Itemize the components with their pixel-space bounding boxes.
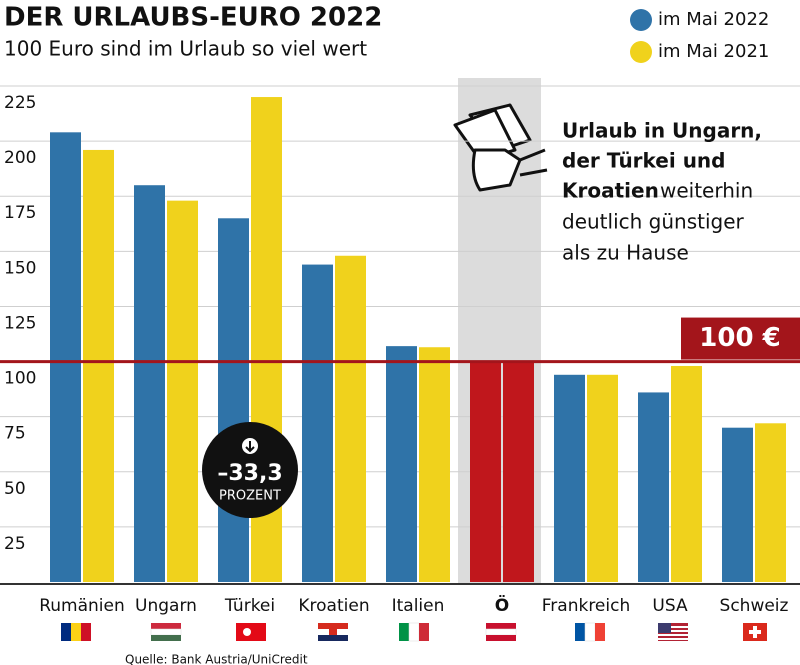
bar <box>83 149 114 583</box>
callout-text: deutlich günstiger <box>562 210 745 234</box>
badge-arrow <box>245 441 255 453</box>
legend-label: im Mai 2021 <box>658 41 769 62</box>
x-tick-label: Kroatien <box>298 596 369 616</box>
callout-text: Urlaub in Ungarn, <box>562 119 762 143</box>
callout-text: Kroatien <box>562 179 659 203</box>
bar <box>722 427 753 582</box>
badge-unit: PROZENT <box>219 489 281 504</box>
x-tick-label: USA <box>652 596 688 616</box>
y-tick-label: 50 <box>4 479 26 499</box>
y-tick-label: 25 <box>4 534 26 554</box>
y-tick-label: 125 <box>4 313 36 333</box>
callout-text: als zu Hause <box>562 241 689 265</box>
y-tick-label: 225 <box>4 93 36 113</box>
bar <box>638 392 669 582</box>
x-tick-label: Italien <box>392 596 445 616</box>
callout-text: weiterhin <box>660 179 753 203</box>
y-tick-label: 150 <box>4 258 36 278</box>
bar <box>419 347 450 582</box>
bar <box>554 374 585 582</box>
bar <box>755 423 786 582</box>
y-tick-label: 75 <box>4 424 26 444</box>
source: Quelle: Bank Austria/UniCredit <box>125 653 308 665</box>
callout-text: der Türkei und <box>562 149 726 173</box>
y-tick-label: 175 <box>4 203 36 223</box>
x-tick-label: Türkei <box>224 596 275 616</box>
bar <box>167 200 198 582</box>
reference-label: 100 € <box>699 323 780 353</box>
bar <box>386 346 417 582</box>
x-tick-label: Frankreich <box>542 596 631 616</box>
x-tick-label: Ungarn <box>135 596 197 616</box>
chart-title: DER URLAUBS-EURO 2022 <box>4 3 382 33</box>
bar <box>218 218 249 583</box>
chart-subtitle: 100 Euro sind im Urlaub so viel wert <box>4 37 367 61</box>
bar <box>50 132 81 582</box>
reference-label-box <box>681 317 800 360</box>
x-tick-label: Schweiz <box>720 596 789 616</box>
bar <box>503 361 534 582</box>
legend-swatch <box>630 9 652 31</box>
x-tick-label: Ö <box>495 594 509 616</box>
bar <box>134 185 165 582</box>
money-icon <box>453 103 548 192</box>
bar <box>470 361 501 582</box>
legend-swatch <box>630 41 652 63</box>
badge-circle <box>202 422 298 518</box>
flags <box>61 622 767 642</box>
bar <box>671 365 702 582</box>
y-tick-label: 100 <box>4 369 36 389</box>
badge-value: –33,3 <box>217 461 282 486</box>
legend-label: im Mai 2022 <box>658 9 769 30</box>
bar <box>302 264 333 582</box>
x-tick-label: Rumänien <box>39 596 125 616</box>
bar <box>587 374 618 582</box>
y-tick-label: 200 <box>4 148 36 168</box>
bar <box>335 255 366 582</box>
